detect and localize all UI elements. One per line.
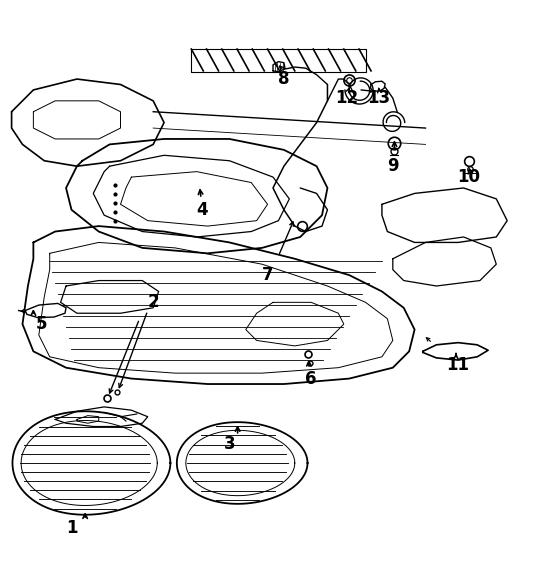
Text: 5: 5 [36, 315, 48, 333]
Text: 7: 7 [262, 266, 274, 284]
Text: 1: 1 [66, 519, 77, 537]
Text: 2: 2 [147, 293, 159, 311]
Text: 11: 11 [447, 356, 470, 374]
Text: 12: 12 [335, 89, 358, 107]
Text: 6: 6 [305, 370, 317, 388]
Text: 8: 8 [278, 70, 289, 88]
Text: 10: 10 [458, 168, 480, 186]
Text: 4: 4 [197, 201, 208, 219]
Text: 13: 13 [367, 89, 391, 107]
Text: 9: 9 [387, 157, 399, 175]
Text: 3: 3 [224, 435, 235, 453]
